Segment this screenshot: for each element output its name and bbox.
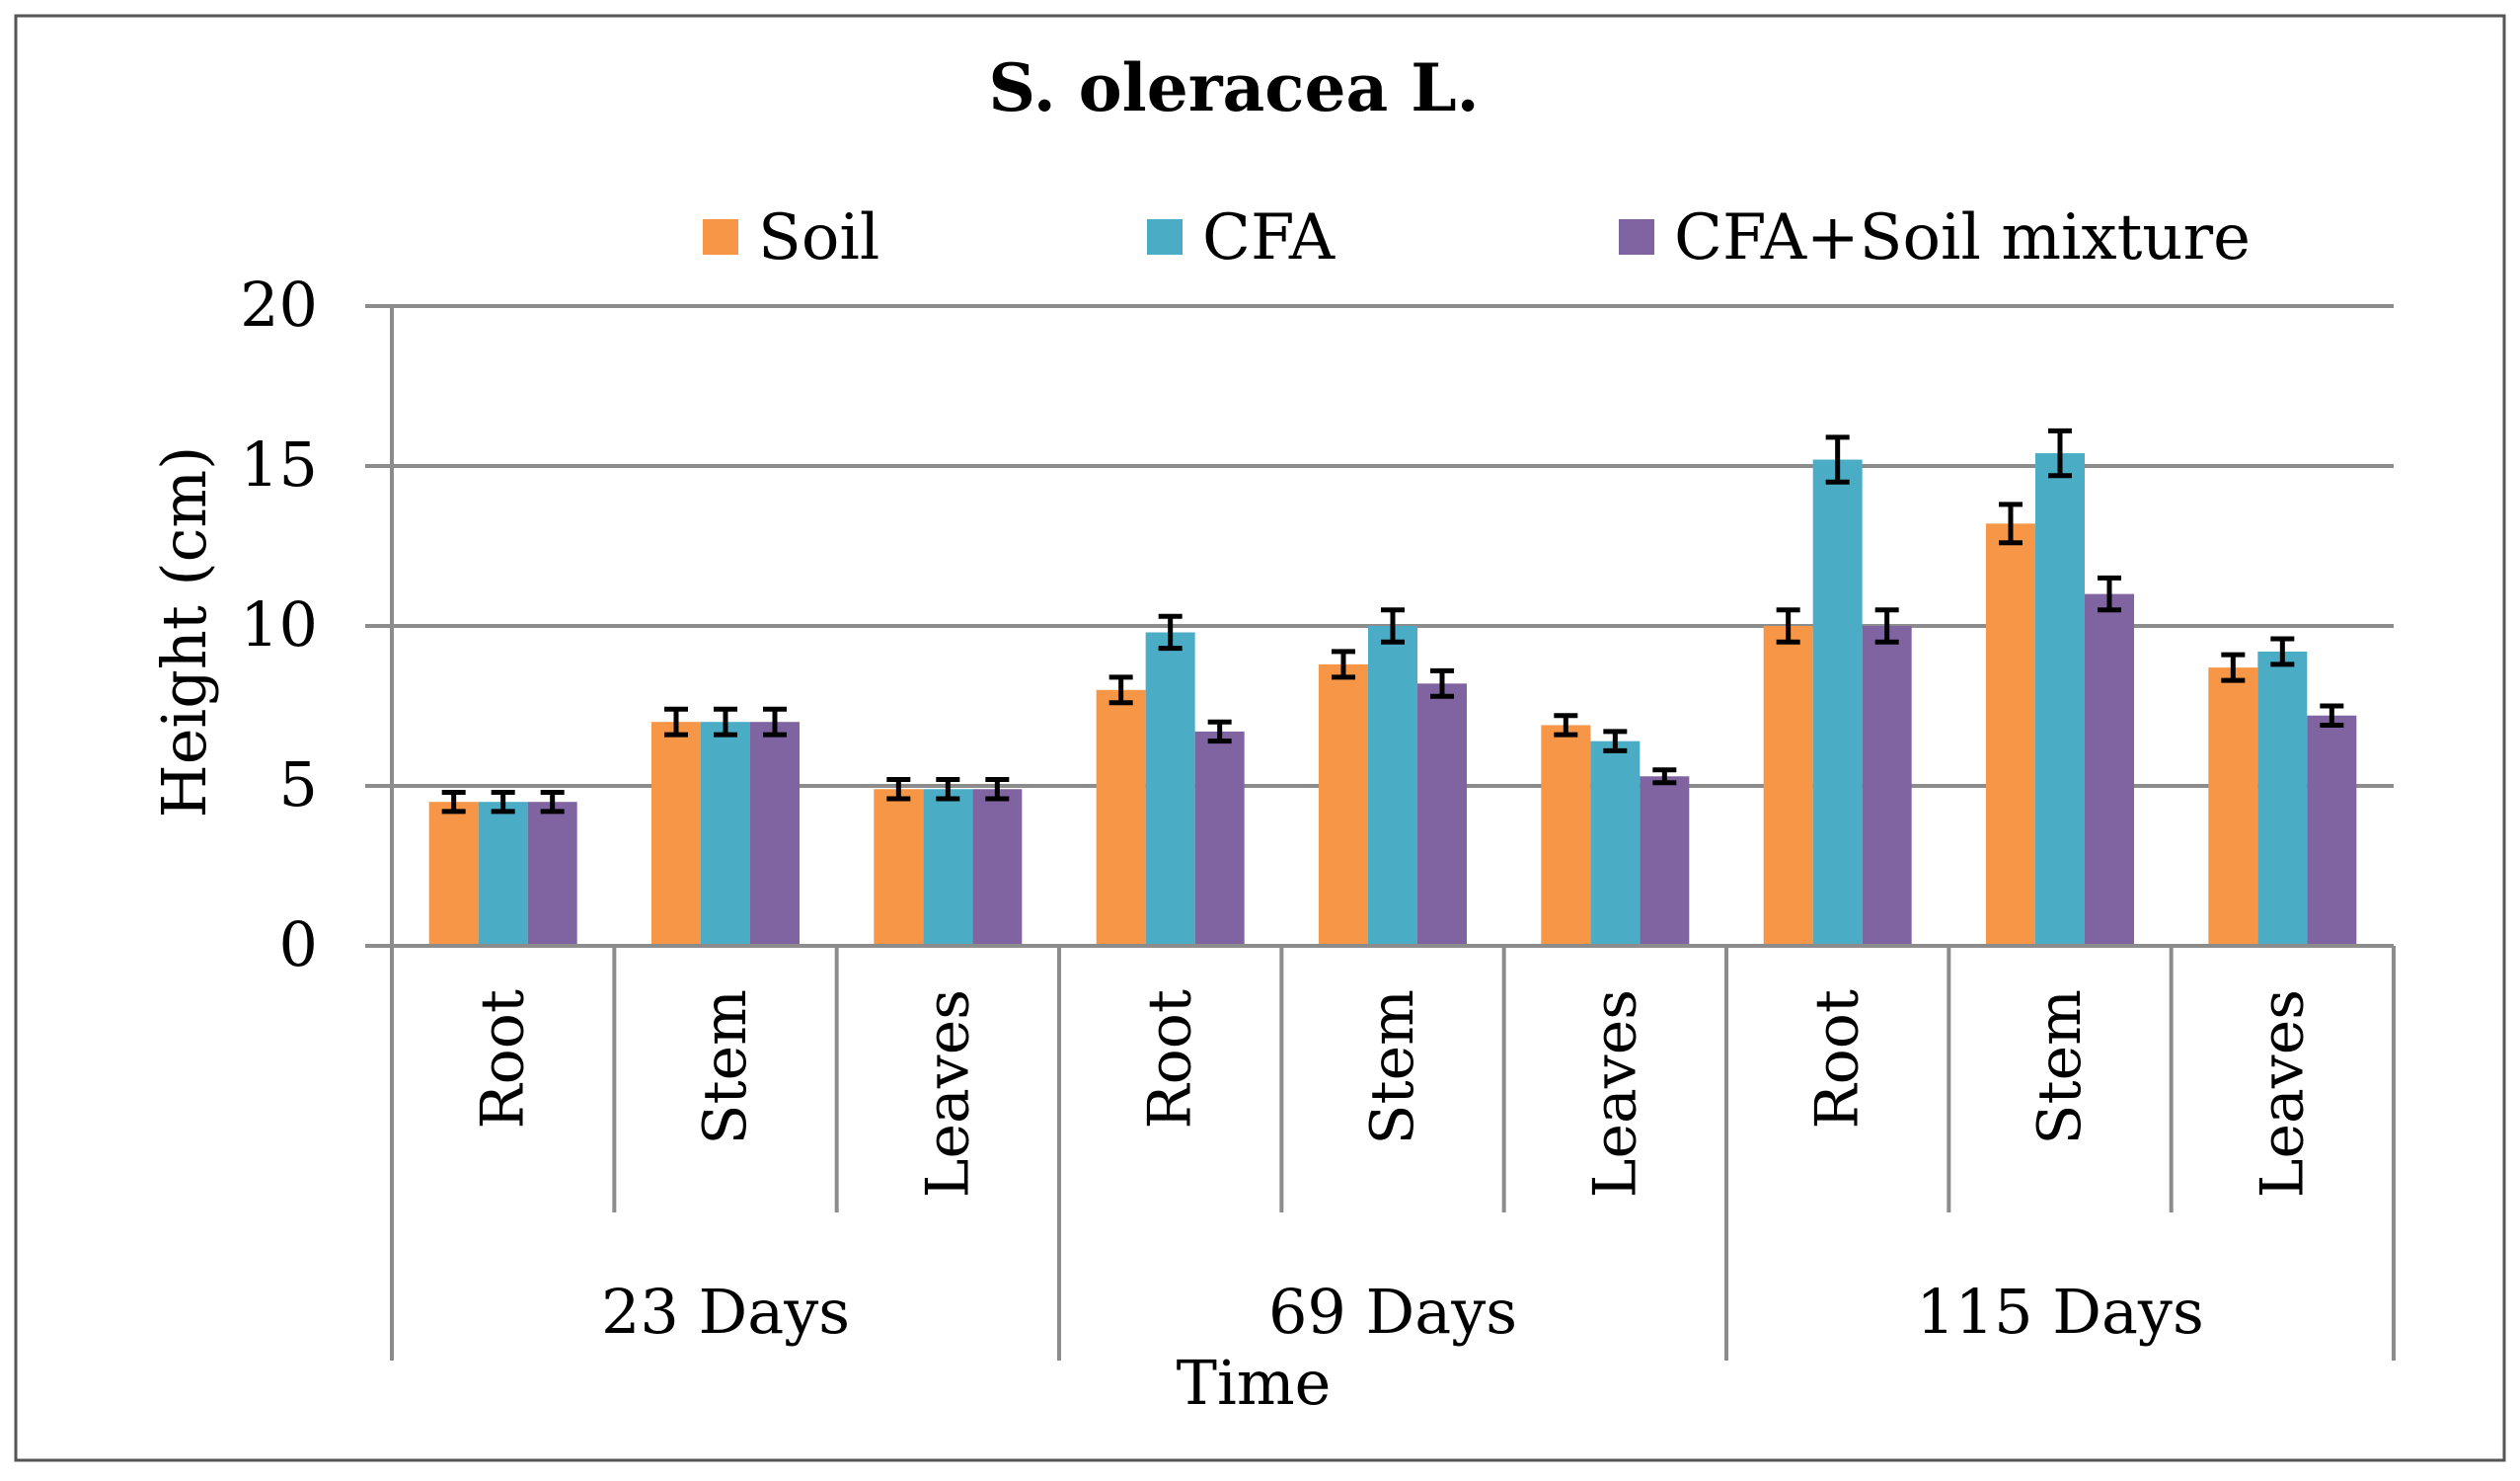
bar-cfa	[478, 802, 528, 946]
group-label: 115 Days	[1916, 1276, 2204, 1348]
category-label: Leaves	[1580, 989, 1649, 1198]
error-bars	[441, 428, 2344, 815]
bar-cfa	[701, 722, 750, 946]
bar-soil	[651, 722, 701, 946]
bar-soil	[1319, 663, 1368, 946]
group-label: 69 Days	[1268, 1276, 1517, 1348]
y-tick-label: 0	[279, 908, 318, 980]
legend-label: CFA+Soil mixture	[1674, 201, 2251, 274]
y-axis-title: Height (cm)	[148, 446, 220, 818]
legend-label: Soil	[758, 201, 879, 274]
y-tick-label: 20	[240, 269, 318, 341]
bar-cfa	[1812, 459, 1863, 946]
bar-cfa	[1590, 740, 1641, 946]
bar-cfa	[1368, 626, 1417, 946]
legend-swatch	[703, 219, 738, 255]
bar-cfa-soil-mixture	[1640, 776, 1690, 946]
bar-cfa-soil-mixture	[2085, 593, 2134, 946]
y-tick-label: 5	[279, 748, 318, 820]
category-label: Root	[1136, 989, 1205, 1130]
category-label: Leaves	[2248, 989, 2317, 1198]
bar-soil	[1986, 523, 2035, 946]
bar-cfa-soil-mixture	[750, 722, 800, 946]
bar-soil	[1096, 689, 1146, 946]
bar-soil	[1763, 626, 1813, 946]
bar-cfa	[1145, 632, 1195, 946]
bars	[428, 453, 2357, 946]
category-label: Leaves	[913, 989, 982, 1198]
bar-cfa	[923, 789, 973, 946]
x-axis-title: Time	[1177, 1347, 1332, 1419]
bar-cfa-soil-mixture	[2307, 715, 2357, 946]
category-label: Stem	[1358, 989, 1427, 1145]
x-axis: Root Stem Leaves Root Stem Leaves Root Stem Leav…	[365, 306, 2396, 1361]
bar-cfa	[2035, 453, 2085, 946]
bar-soil	[2208, 667, 2258, 946]
legend-swatch	[1619, 219, 1654, 255]
group-label: 23 Days	[601, 1276, 850, 1348]
bar-cfa-soil-mixture	[972, 789, 1023, 946]
bar-soil	[428, 802, 479, 946]
bar-cfa-soil-mixture	[527, 802, 577, 946]
category-label: Stem	[691, 989, 760, 1145]
y-tick-label: 10	[240, 588, 318, 661]
y-axis-ticks: 0 5 10 15 20	[240, 269, 318, 980]
category-label: Stem	[2025, 989, 2095, 1145]
bar-cfa	[2257, 651, 2308, 946]
category-label: Root	[469, 989, 538, 1130]
legend-label: CFA	[1202, 201, 1336, 274]
bar-soil	[874, 789, 924, 946]
category-label: Root	[1803, 989, 1872, 1130]
legend: Soil CFA CFA+Soil mixture	[703, 201, 2251, 274]
chart-title: S. oleracea L.	[988, 49, 1479, 126]
bar-cfa-soil-mixture	[1194, 731, 1245, 946]
bar-cfa-soil-mixture	[1417, 683, 1467, 946]
y-tick-label: 15	[240, 429, 318, 501]
bar-cfa-soil-mixture	[1862, 626, 1912, 946]
bar-soil	[1541, 725, 1591, 946]
legend-swatch	[1147, 219, 1183, 255]
